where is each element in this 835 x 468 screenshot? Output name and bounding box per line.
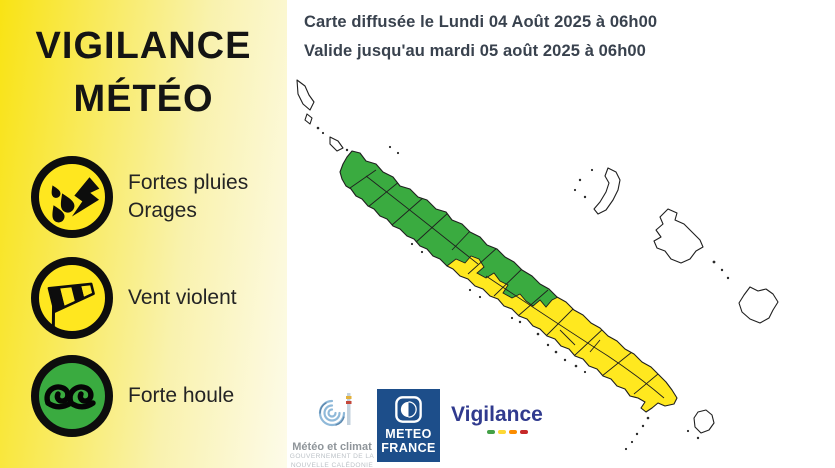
legend-label: Vent violent: [128, 284, 237, 312]
legend-label: Forte houle: [128, 382, 234, 410]
map-region-ouvea: [573, 167, 621, 215]
gov-logo-sub2: NOUVELLE CALÉDONIE: [290, 461, 374, 468]
wave-icon: [30, 354, 114, 438]
page-title: VIGILANCE MÉTÉO: [0, 0, 287, 126]
gouvernement-nc-logo: Météo et climat GOUVERNEMENT DE LA NOUVE…: [288, 391, 376, 468]
vigilance-wordmark: Vigilance: [451, 403, 543, 426]
legend-label: Fortes pluies Orages: [128, 169, 248, 225]
mf-line1: METEO: [385, 427, 432, 441]
vigilance-logo: Vigilance: [451, 403, 543, 434]
gov-logo-name: Météo et climat: [292, 441, 372, 453]
mf-line2: FRANCE: [381, 441, 436, 455]
cyclone-spiral-icon: [318, 393, 352, 427]
legend-item-swell: Forte houle: [30, 354, 234, 438]
header-issued-line: Carte diffusée le Lundi 04 Août 2025 à 0…: [304, 13, 658, 31]
map-region-lifou: [653, 208, 704, 264]
legend-item-rain-storm: Fortes pluies Orages: [30, 155, 248, 239]
rain-storm-icon: [30, 155, 114, 239]
commune-borders: [349, 169, 665, 399]
windsock-icon: [30, 256, 114, 340]
legend-label-line1: Vent violent: [128, 286, 237, 309]
vigilance-level-dashes-icon: [487, 430, 543, 434]
map-region-belep: [296, 79, 349, 152]
header-valid-line: Valide jusqu'au mardi 05 août 2025 à 06h…: [304, 42, 646, 60]
meteo-france-wordmark: METEO FRANCE: [381, 427, 435, 455]
meteo-france-logo: METEO FRANCE: [377, 389, 440, 462]
title-line-2: MÉTÉO: [73, 78, 214, 120]
meteo-france-symbol-icon: [395, 396, 422, 423]
legend-item-wind: Vent violent: [30, 256, 237, 340]
map-region-ile-des-pins: [686, 409, 715, 440]
gov-logo-sub1: GOUVERNEMENT DE LA: [289, 453, 375, 460]
legend-label-line1: Forte houle: [128, 384, 235, 407]
legend-label-line2: Orages: [128, 199, 197, 222]
map-region-mare: [738, 286, 779, 324]
lagoon-islets: [388, 145, 650, 451]
map-header: Carte diffusée le Lundi 04 Août 2025 à 0…: [304, 8, 657, 66]
left-panel: VIGILANCE MÉTÉO Fortes pluies Orages: [0, 0, 287, 468]
title-line-1: VIGILANCE: [35, 25, 252, 67]
legend-label-line1: Fortes pluies: [128, 171, 249, 194]
